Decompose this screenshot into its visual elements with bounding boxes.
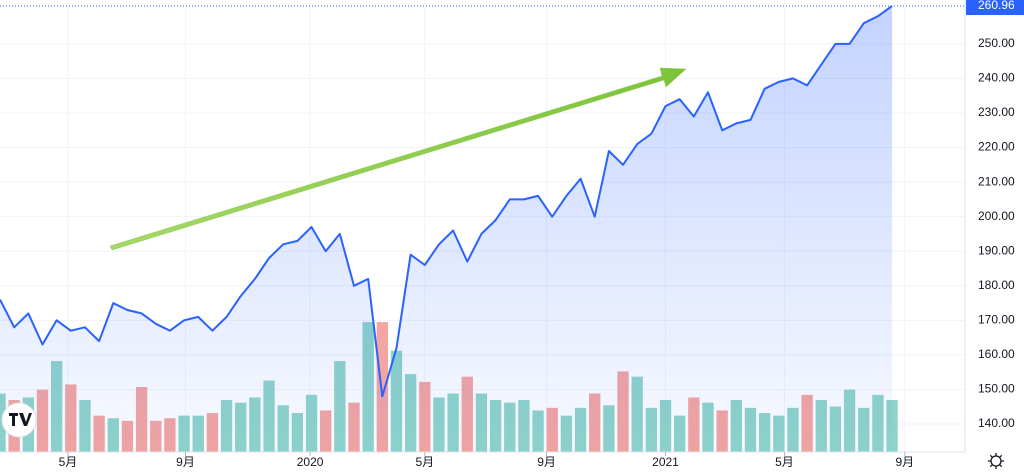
- y-tick-label: 210.00: [978, 174, 1015, 188]
- logo-circle: [1, 402, 37, 438]
- area-layer: [0, 5, 893, 452]
- x-tick-label: 2020: [297, 455, 324, 469]
- y-tick-label: 150.00: [978, 382, 1015, 396]
- trend-arrow: [109, 67, 687, 251]
- y-tick-label: 190.00: [978, 243, 1015, 257]
- area: [0, 6, 893, 452]
- last-price-box: [966, 0, 1024, 16]
- y-tick-label: 200.00: [978, 209, 1015, 223]
- y-tick-label: 170.00: [978, 313, 1015, 327]
- volume-bar: [376, 322, 388, 452]
- settings[interactable]: [988, 453, 1004, 469]
- y-tick-label: 230.00: [978, 105, 1015, 119]
- gear-teeth[interactable]: [988, 453, 1004, 469]
- y-tick-label: 140.00: [978, 416, 1015, 430]
- x-tick-label: 5月: [775, 455, 794, 469]
- x-tick-label: 9月: [176, 455, 195, 469]
- y-tick-label: 160.00: [978, 347, 1015, 361]
- y-tick-label: 220.00: [978, 140, 1015, 154]
- y-tick-label: 180.00: [978, 278, 1015, 292]
- arrow-shape: [109, 67, 687, 251]
- logo: [1, 402, 37, 438]
- x-tick-label: 2021: [652, 455, 679, 469]
- last-price-label: 260.96: [978, 0, 1015, 12]
- logo-mark: [9, 413, 32, 426]
- y-tick-label: 240.00: [978, 71, 1015, 85]
- x-tick-label: 5月: [59, 455, 78, 469]
- x-tick-label: 9月: [895, 455, 914, 469]
- x-tick-label: 9月: [537, 455, 556, 469]
- y-tick-label: 250.00: [978, 36, 1015, 50]
- gear-ring[interactable]: [990, 455, 1002, 467]
- x-tick-label: 5月: [415, 455, 434, 469]
- price-line: [0, 5, 893, 398]
